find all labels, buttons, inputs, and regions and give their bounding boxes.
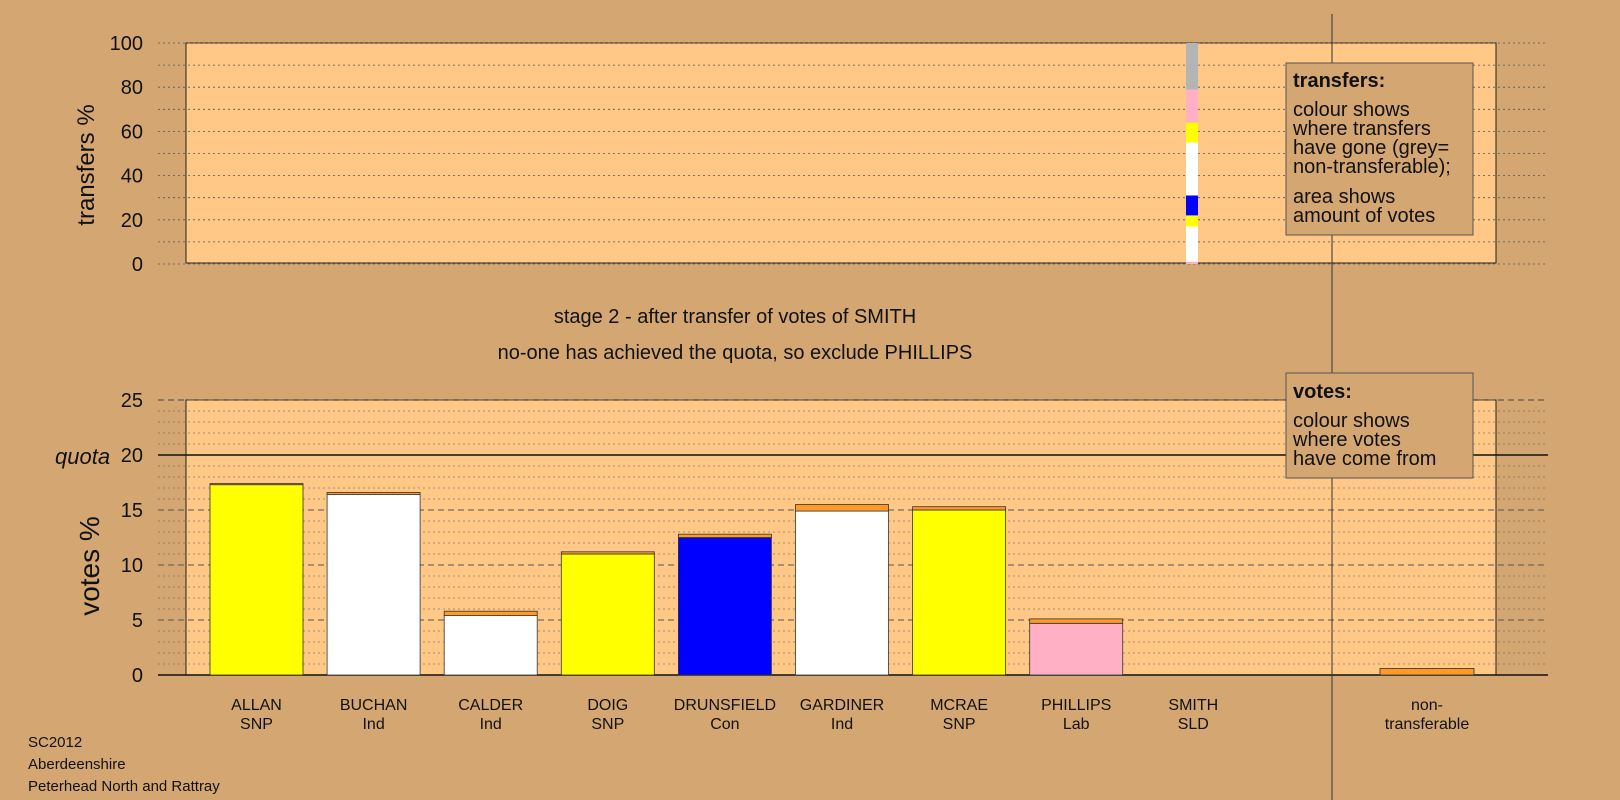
votes-legend-box: [1285, 372, 1474, 479]
votes-legend: votes: colour shows where votes have com…: [1285, 372, 1474, 479]
transfers-legend-line: amount of votes: [1293, 205, 1435, 227]
transfer-segment: [1186, 122, 1198, 143]
vote-bar-gardiner: [795, 510, 889, 676]
transfers-bar: [1186, 43, 1198, 264]
quota-label: quota: [55, 444, 110, 469]
transfer-segment: [1186, 215, 1198, 227]
votes-y-tick-label: 10: [121, 555, 143, 577]
transfers-y-tick-label: 60: [121, 121, 143, 143]
votes-y-tick-label: 5: [132, 610, 143, 632]
transfers-legend-box: [1285, 62, 1474, 236]
vote-bar-calder: [443, 615, 538, 676]
transfers-y-tick-label: 0: [132, 254, 143, 276]
votes-y-axis-label: votes %: [74, 516, 105, 616]
vote-bar-mcrae: [912, 509, 1006, 676]
candidate-party-label: Con: [710, 716, 739, 733]
transfers-y-tick-label: 20: [121, 210, 143, 232]
vote-bar-allan: [209, 484, 304, 676]
vote-bar-phillips: [1029, 622, 1124, 676]
candidate-name-label: DOIG: [587, 697, 628, 714]
votes-y-tick-label: 25: [121, 390, 143, 412]
transfer-bar-allan: [209, 483, 304, 486]
votes-y-tick-label: 20: [121, 445, 143, 467]
candidate-name-label: BUCHAN: [340, 697, 408, 714]
votes-y-tick-label: 15: [121, 500, 143, 522]
transfers-legend-line: where transfers: [1292, 118, 1431, 140]
vote-bar-buchan: [326, 494, 421, 676]
votes-panel: 0 5 10 15 20 25 ALLAN SNP BUCHAN Ind CALDER Ind DOI…: [55, 390, 1548, 733]
candidate-party-label: Ind: [480, 716, 502, 733]
transfers-legend-line: have gone (grey=: [1293, 137, 1449, 159]
non-transferable-label: transferable: [1385, 716, 1470, 733]
vote-bar-drunsfield: [678, 537, 772, 676]
votes-x-labels: ALLAN SNP BUCHAN Ind CALDER Ind DOIG SNP DRUNSFI…: [231, 697, 1469, 733]
transfers-y-tick-label: 100: [110, 33, 143, 55]
votes-y-ticks: 0 5 10 15 20 25: [121, 390, 143, 687]
transfers-legend: transfers: colour shows where transfers …: [1285, 62, 1474, 236]
transfers-grid: [158, 42, 1548, 265]
candidate-name-label: PHILLIPS: [1041, 697, 1111, 714]
candidate-party-label: SLD: [1178, 716, 1209, 733]
transfer-segment: [1186, 142, 1198, 187]
candidate-party-label: Lab: [1063, 716, 1090, 733]
candidate-name-label: SMITH: [1168, 697, 1218, 714]
transfers-legend-line: area shows: [1293, 186, 1395, 208]
transfers-legend-line: non-transferable);: [1293, 156, 1451, 178]
transfer-segment: [1186, 261, 1198, 264]
vote-bar-doig: [560, 553, 655, 676]
footer-council: Aberdeenshire: [28, 756, 126, 773]
candidate-name-label: CALDER: [458, 697, 523, 714]
votes-legend-title: votes:: [1293, 381, 1352, 403]
transfer-bar-calder: [443, 610, 538, 617]
transfers-legend-title: transfers:: [1293, 70, 1385, 92]
votes-legend-line: where votes: [1292, 429, 1401, 451]
transfer-bar-mcrae: [912, 506, 1006, 511]
votes-legend-line: have come from: [1293, 448, 1436, 470]
transfer-segment: [1186, 195, 1198, 216]
transfers-y-tick-label: 40: [121, 166, 143, 188]
candidate-name-label: GARDINER: [800, 697, 884, 714]
footer-election: SC2012: [28, 734, 82, 751]
transfer-segment: [1186, 43, 1198, 90]
transfer-segment: [1186, 226, 1198, 262]
votes-y-tick-label: 0: [132, 665, 143, 687]
candidate-party-label: Ind: [831, 716, 853, 733]
non-transferable-bar: [1379, 668, 1475, 676]
footer-ward: Peterhead North and Rattray: [28, 778, 220, 795]
transfers-plot-area: [185, 42, 1497, 264]
transfers-y-ticks: 0 20 40 60 80 100: [110, 33, 143, 276]
transfer-segment: [1186, 186, 1198, 196]
candidate-name-label: MCRAE: [930, 697, 988, 714]
candidate-name-label: ALLAN: [231, 697, 282, 714]
transfers-y-tick-label: 80: [121, 77, 143, 99]
transfer-bar-phillips: [1029, 618, 1124, 624]
votes-bars: [209, 483, 1475, 676]
transfer-bar-doig: [560, 551, 655, 555]
non-transferable-label: non-: [1411, 697, 1443, 714]
candidate-name-label: DRUNSFIELD: [674, 697, 776, 714]
stage-title: stage 2 - after transfer of votes of SMI…: [554, 306, 916, 328]
candidate-party-label: SNP: [591, 716, 624, 733]
candidate-party-label: SNP: [943, 716, 976, 733]
transfer-bar-gardiner: [795, 504, 889, 512]
transfer-bar-buchan: [326, 491, 421, 495]
transfers-legend-line: colour shows: [1293, 99, 1410, 121]
transfer-segment: [1186, 89, 1198, 123]
transfer-bar-drunsfield: [678, 533, 772, 538]
stage-exclusion-note: no-one has achieved the quota, so exclud…: [498, 342, 973, 364]
candidate-party-label: SNP: [240, 716, 273, 733]
transfers-panel: 0 20 40 60 80 100 transfers %: [73, 33, 1548, 276]
votes-legend-line: colour shows: [1293, 410, 1410, 432]
candidate-party-label: Ind: [362, 716, 384, 733]
transfers-y-axis-label: transfers %: [73, 104, 100, 225]
